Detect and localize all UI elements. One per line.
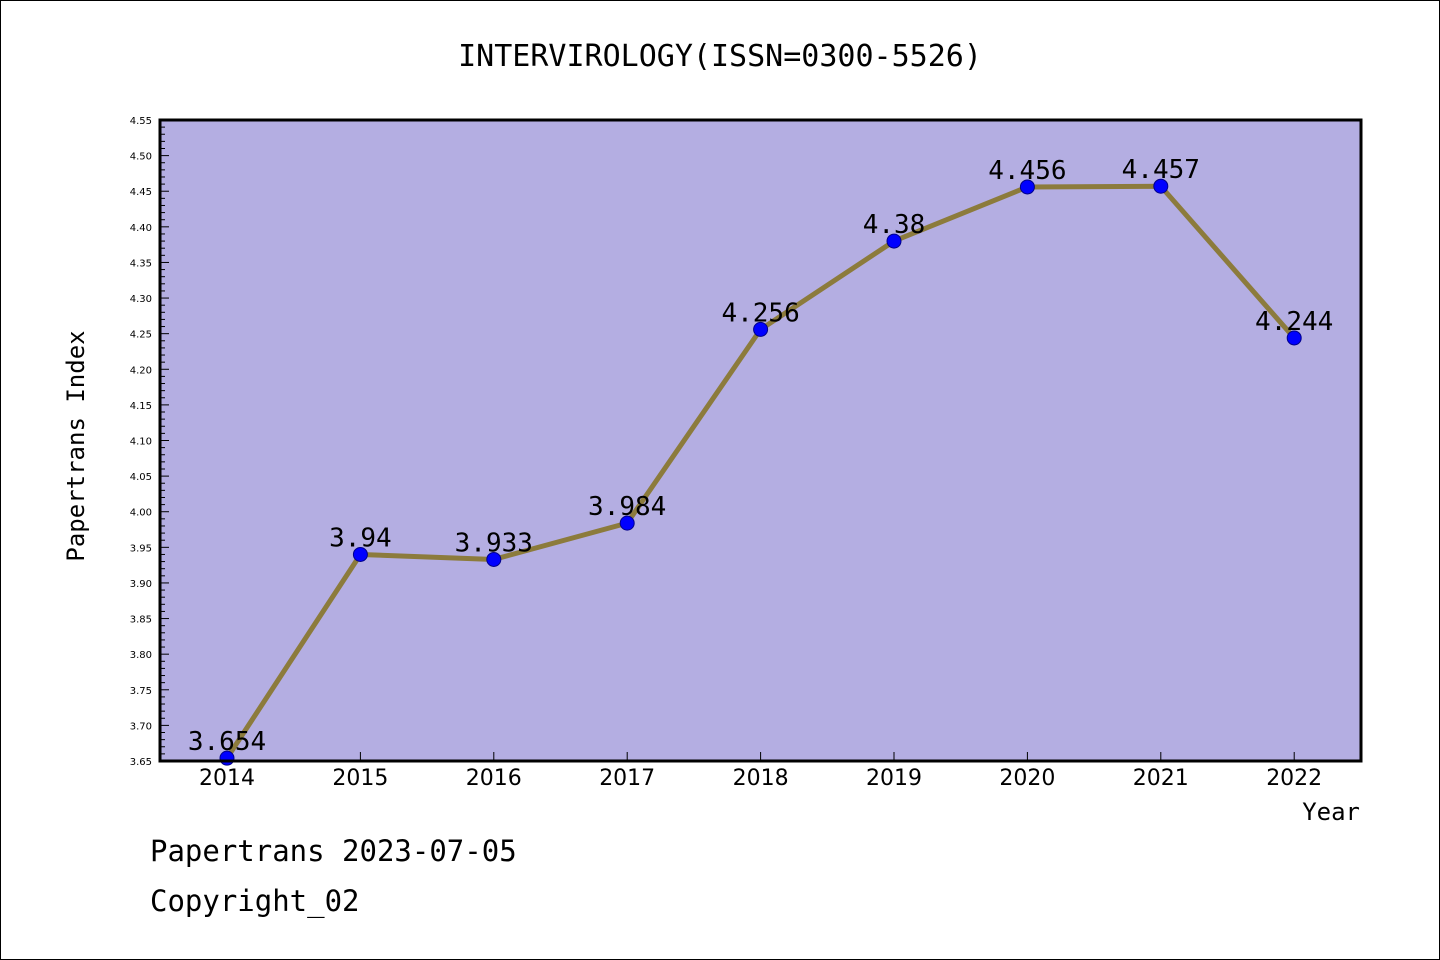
- y-tick-label: 3.75: [130, 686, 152, 697]
- y-tick-label: 4.15: [130, 401, 152, 412]
- x-tick-label: 2017: [599, 766, 655, 791]
- data-label: 4.256: [721, 298, 799, 328]
- y-tick-label: 4.20: [130, 365, 152, 376]
- data-point: [886, 233, 902, 249]
- plot-border: [158, 118, 1363, 763]
- x-axis: 2014 2015 2016 2017 2018 2019 2020 2021 2022: [199, 752, 1322, 791]
- data-label: 4.244: [1255, 307, 1333, 337]
- y-axis-label: Papertrans Index: [62, 330, 90, 561]
- data-label: 3.933: [455, 528, 533, 558]
- y-tick-label: 3.85: [130, 615, 152, 626]
- data-label: 4.457: [1122, 155, 1200, 185]
- x-tick-label: 2014: [199, 766, 255, 791]
- footer-date: Papertrans 2023-07-05: [150, 834, 517, 868]
- y-tick-label: 4.50: [130, 152, 152, 163]
- y-tick-label: 3.65: [130, 757, 152, 768]
- x-tick-label: 2019: [866, 766, 922, 791]
- y-tick-label: 3.95: [130, 543, 152, 554]
- data-label: 4.38: [863, 210, 926, 240]
- chart-title: INTERVIROLOGY(ISSN=0300-5526): [458, 39, 982, 74]
- x-axis-label: Year: [1302, 798, 1360, 826]
- data-label: 3.984: [588, 492, 666, 522]
- y-tick-label: 3.80: [130, 650, 152, 661]
- plot-area: [160, 120, 1361, 761]
- footer-copyright: Copyright_02: [150, 884, 360, 918]
- series-markers: [219, 178, 1302, 766]
- y-tick-label: 3.70: [130, 721, 152, 732]
- y-tick-label: 4.10: [130, 437, 152, 448]
- data-point: [1153, 178, 1169, 194]
- x-tick-label: 2015: [332, 766, 388, 791]
- data-point: [1286, 330, 1302, 346]
- data-label: 4.456: [988, 156, 1066, 186]
- y-tick-label: 4.55: [130, 116, 152, 127]
- data-label: 3.94: [329, 523, 392, 553]
- x-tick-label: 2022: [1266, 766, 1322, 791]
- y-tick-label: 4.40: [130, 223, 152, 234]
- y-tick-label: 4.25: [130, 330, 152, 341]
- x-tick-label: 2018: [733, 766, 789, 791]
- y-tick-label: 4.35: [130, 258, 152, 269]
- data-point: [1019, 179, 1035, 195]
- data-label: 3.654: [188, 727, 266, 757]
- x-tick-label: 2020: [999, 766, 1055, 791]
- x-tick-label: 2021: [1133, 766, 1189, 791]
- data-point: [619, 515, 635, 531]
- data-point: [753, 321, 769, 337]
- y-tick-label: 4.30: [130, 294, 152, 305]
- y-tick-label: 4.45: [130, 187, 152, 198]
- data-point: [486, 551, 502, 567]
- data-labels: 3.654 3.94 3.933 3.984 4.256 4.38 4.456 4.457 4.…: [188, 155, 1333, 757]
- y-tick-label: 3.90: [130, 579, 152, 590]
- data-point: [352, 546, 368, 562]
- x-tick-label: 2016: [466, 766, 522, 791]
- y-tick-label: 4.00: [130, 508, 152, 519]
- y-tick-label: 4.05: [130, 472, 152, 483]
